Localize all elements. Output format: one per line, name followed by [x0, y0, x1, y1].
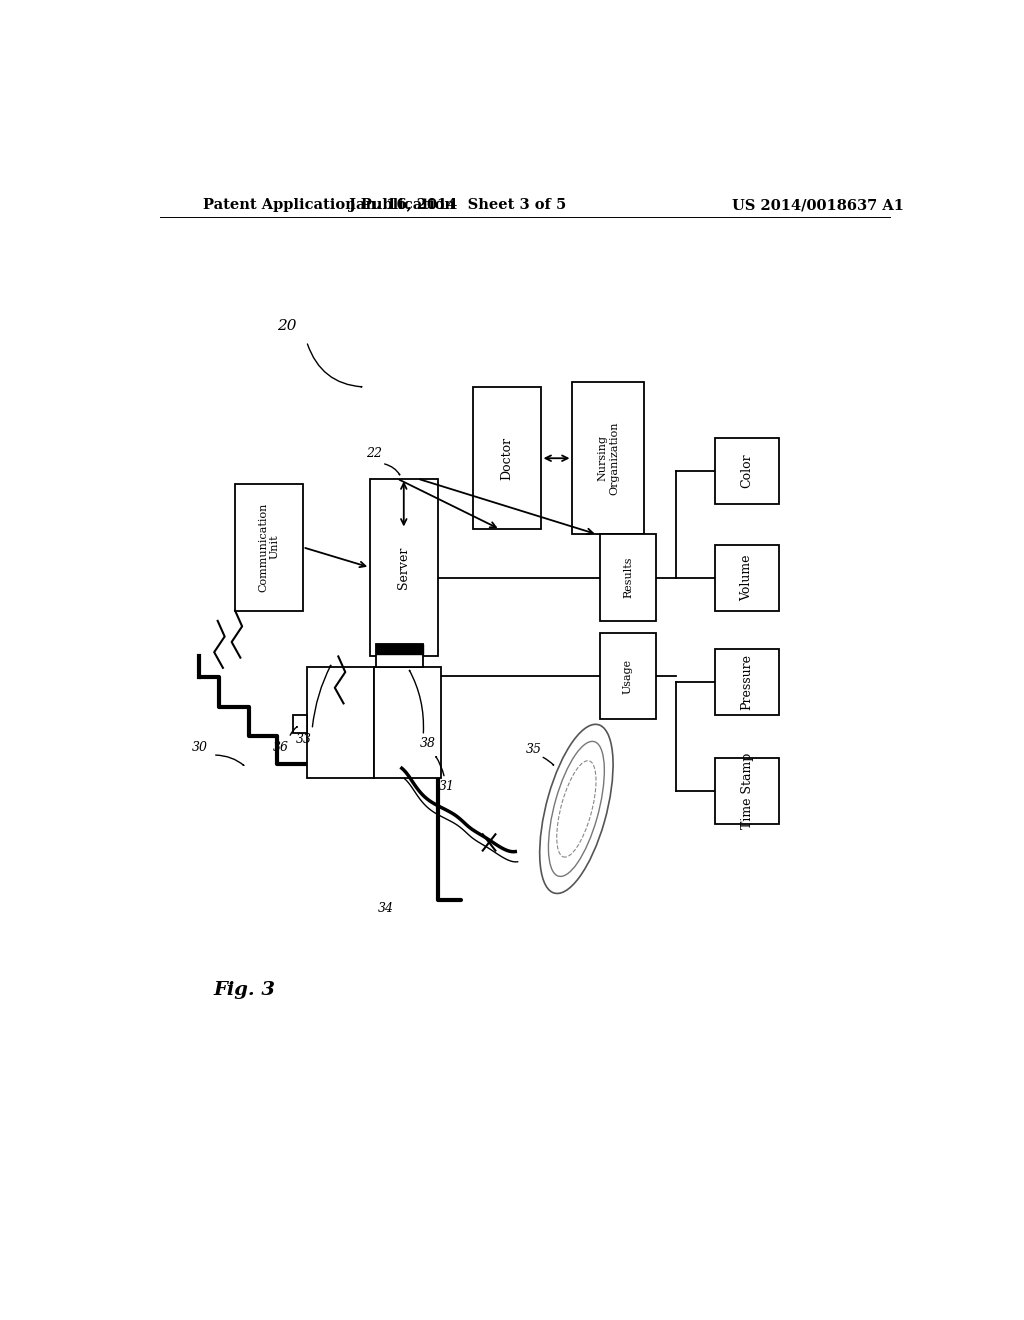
Bar	[600, 634, 655, 719]
FancyArrowPatch shape	[385, 463, 399, 475]
Bar	[370, 479, 437, 656]
Text: Color: Color	[740, 454, 754, 488]
Bar	[473, 387, 541, 529]
Text: Pressure: Pressure	[740, 655, 754, 710]
Text: Time Stamp: Time Stamp	[740, 752, 754, 829]
Text: Results: Results	[623, 557, 633, 598]
FancyArrowPatch shape	[436, 756, 444, 776]
Bar	[715, 438, 778, 504]
Bar	[236, 483, 303, 611]
Bar	[293, 715, 306, 733]
Bar	[376, 644, 423, 667]
Text: Doctor: Doctor	[501, 437, 513, 479]
FancyArrowPatch shape	[312, 665, 331, 727]
Text: 22: 22	[366, 446, 382, 459]
Text: US 2014/0018637 A1: US 2014/0018637 A1	[732, 198, 904, 213]
Bar	[572, 381, 644, 535]
Ellipse shape	[557, 760, 596, 857]
Text: Patent Application Publication: Patent Application Publication	[204, 198, 456, 213]
FancyArrowPatch shape	[307, 345, 361, 387]
Text: 34: 34	[378, 902, 394, 915]
Text: Server: Server	[397, 546, 411, 589]
Text: 31: 31	[439, 780, 455, 793]
Bar	[306, 667, 374, 779]
Text: Nursing
Organization: Nursing Organization	[597, 421, 618, 495]
Text: Usage: Usage	[623, 659, 633, 694]
FancyArrowPatch shape	[290, 727, 297, 735]
Ellipse shape	[549, 742, 604, 876]
Text: 38: 38	[420, 738, 436, 750]
Text: Communication
Unit: Communication Unit	[258, 503, 280, 591]
Bar	[374, 667, 441, 779]
Ellipse shape	[540, 725, 613, 894]
FancyArrowPatch shape	[216, 755, 244, 766]
Text: 30: 30	[191, 742, 208, 755]
FancyArrowPatch shape	[410, 671, 424, 733]
Text: Fig. 3: Fig. 3	[214, 981, 275, 999]
Text: 36: 36	[273, 742, 289, 755]
Bar	[715, 649, 778, 715]
Text: 33: 33	[296, 734, 312, 746]
FancyArrowPatch shape	[543, 758, 554, 766]
Bar	[600, 535, 655, 620]
Text: 20: 20	[276, 319, 297, 333]
Text: Jan. 16, 2014  Sheet 3 of 5: Jan. 16, 2014 Sheet 3 of 5	[349, 198, 566, 213]
Bar	[376, 644, 423, 655]
Text: Volume: Volume	[740, 554, 754, 601]
Bar	[715, 758, 778, 824]
Text: 35: 35	[526, 743, 543, 756]
Bar	[715, 545, 778, 611]
